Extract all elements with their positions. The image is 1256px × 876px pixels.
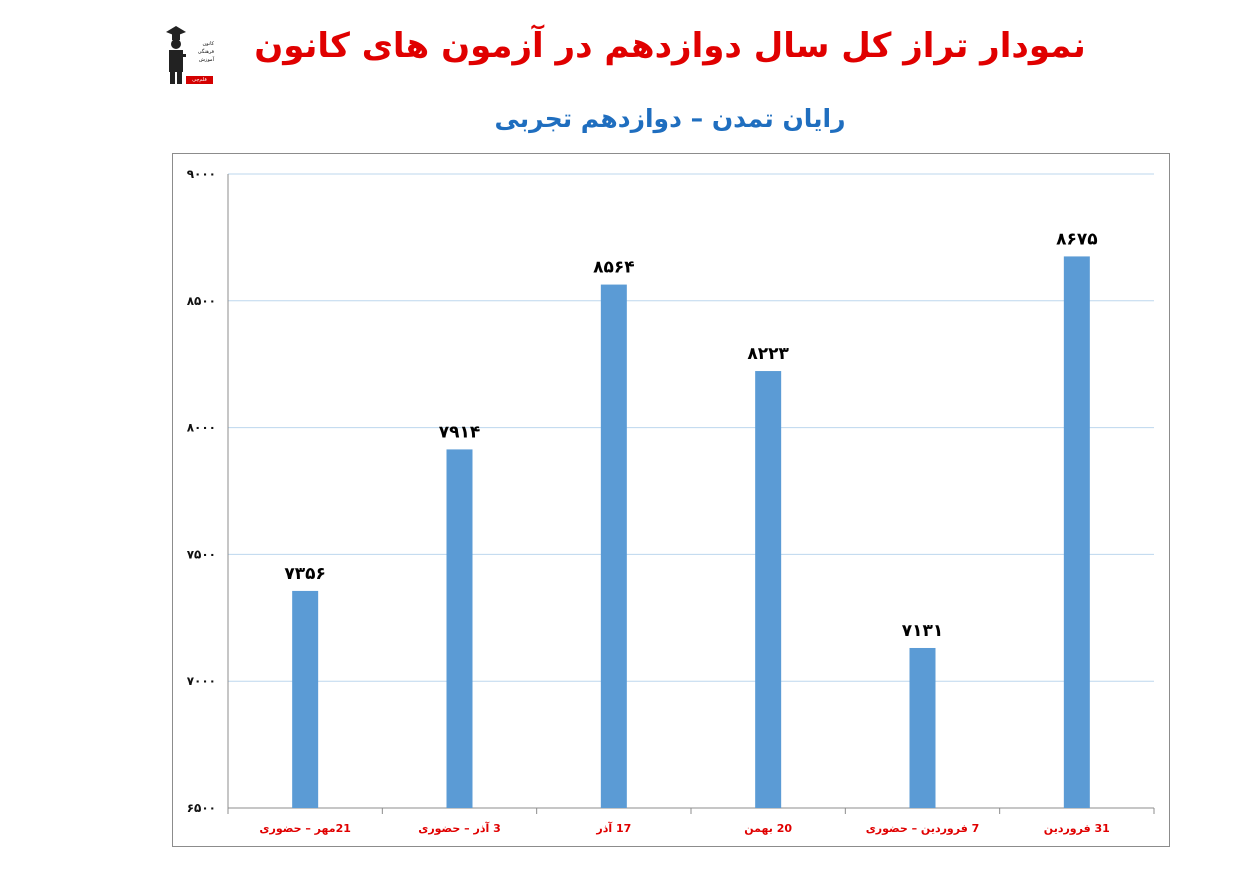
page-subtitle: رایان تمدن – دوازدهم تجربی [494, 104, 846, 133]
category-label: 17 آذر [595, 821, 631, 835]
logo-line: فرهنگی [197, 49, 214, 55]
data-label: ۸۶۷۵ [1056, 229, 1098, 249]
data-label: ۷۹۱۴ [439, 422, 481, 442]
bar [1063, 256, 1090, 808]
page-title: نمودار تراز کل سال دوازدهم در آزمون های … [254, 26, 1086, 66]
bar [909, 647, 936, 808]
category-label: 7 فروردین – حضوری [866, 822, 980, 835]
logo-text: کانون فرهنگی آموزش [186, 40, 214, 64]
category-label: 31 فروردین [1044, 822, 1110, 835]
category-label: 20 بهمن [744, 822, 792, 835]
y-tick-label: ۹۰۰۰ [187, 167, 216, 181]
bar [755, 371, 782, 808]
category-label: 3 آذر – حضوری [418, 821, 500, 835]
category-label: 21مهر – حضوری [259, 822, 350, 835]
y-tick-label: ۸۵۰۰ [187, 294, 216, 308]
chart-frame: ۶۵۰۰ ۷۰۰۰ ۷۵۰۰ ۸۰۰۰ ۸۵۰۰ ۹۰۰۰ ۷۳۵۶ 21مهر – حضور… [172, 153, 1170, 847]
logo-line: آموزش [198, 57, 214, 63]
bar [292, 590, 319, 808]
bar [446, 449, 473, 808]
data-label: ۸۵۶۴ [593, 258, 635, 278]
graduate-figure-icon [166, 26, 186, 84]
y-tick-label: ۷۰۰۰ [187, 674, 216, 688]
data-label: ۸۲۲۳ [747, 344, 789, 364]
data-label: ۷۱۳۱ [902, 621, 944, 641]
data-label: ۷۳۵۶ [284, 564, 326, 584]
logo-line: کانون [202, 41, 214, 47]
y-tick-label: ۶۵۰۰ [187, 801, 216, 815]
logo-badge: قلم‌چی [186, 76, 213, 84]
bar [600, 284, 627, 808]
bar-chart: ۶۵۰۰ ۷۰۰۰ ۷۵۰۰ ۸۰۰۰ ۸۵۰۰ ۹۰۰۰ ۷۳۵۶ 21مهر – حضور… [187, 167, 1155, 835]
y-tick-label: ۷۵۰۰ [187, 547, 216, 561]
y-tick-label: ۸۰۰۰ [187, 421, 216, 435]
kanoon-logo: کانون فرهنگی آموزش قلم‌چی [164, 22, 214, 86]
